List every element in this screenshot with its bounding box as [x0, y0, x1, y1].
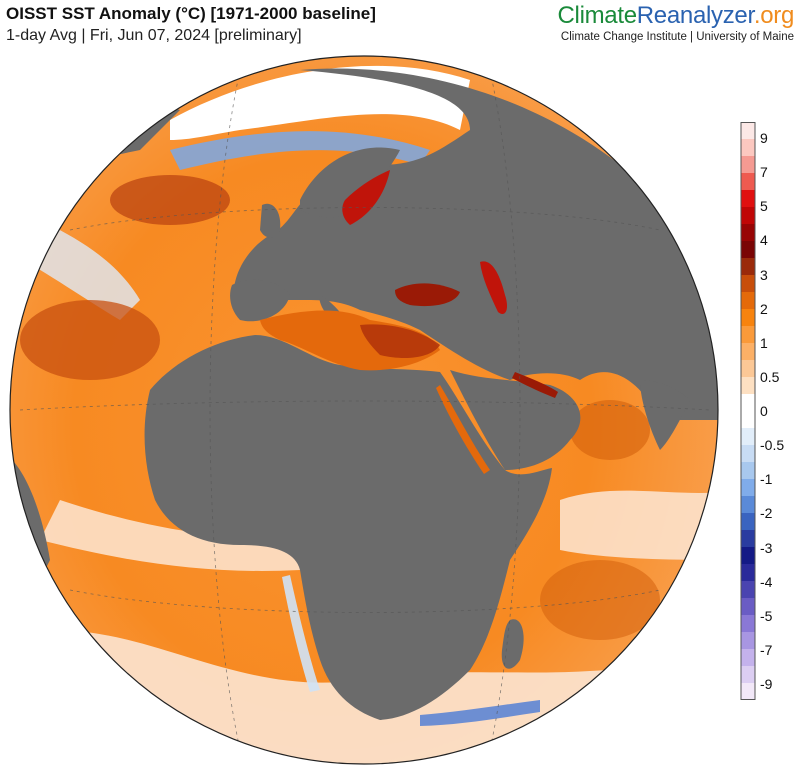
page-title: OISST SST Anomaly (°C) [1971-2000 baseli…	[6, 4, 376, 23]
colorbar-swatch	[741, 343, 755, 361]
brand-logo-part-3: .org	[753, 2, 794, 29]
colorbar-tick-label: 0	[760, 403, 768, 419]
colorbar-swatch	[741, 377, 755, 395]
benguela-cool-strip	[282, 575, 320, 692]
colorbar-border	[740, 122, 756, 700]
colorbar-swatch	[741, 513, 755, 531]
graticule	[19, 69, 711, 751]
colorbar-swatch	[741, 683, 755, 700]
colorbar-swatch	[741, 224, 755, 242]
colorbar-swatch	[741, 360, 755, 378]
colorbar-tick-label: -4	[760, 573, 773, 590]
arctic-sea-ice	[170, 65, 470, 140]
colorbar-tick-label: 5	[760, 198, 768, 215]
brand-block: ClimateReanalyzer.org Climate Change Ins…	[558, 2, 795, 43]
colorbar-tick-label: -3	[760, 539, 773, 556]
colorbar-swatch	[741, 394, 755, 412]
arabian-sea-warm-patch	[570, 400, 650, 460]
globe-outline	[9, 55, 719, 765]
barents-sea-cool-band	[170, 131, 430, 170]
colorbar-swatch	[741, 292, 755, 310]
colorbar-tick-label: 4	[760, 232, 768, 249]
colorbar-tick-label: 1	[760, 334, 768, 351]
eurasia-landmass	[234, 68, 718, 420]
caspian-sea-hot	[480, 261, 508, 315]
colorbar-tick-label: 3	[760, 266, 768, 283]
colorbar-swatch	[741, 190, 755, 208]
colorbar-swatch	[741, 411, 755, 429]
black-sea-hot	[395, 283, 460, 307]
baltic-sea-hot	[342, 170, 390, 225]
scandinavia	[300, 147, 400, 218]
persian-gulf-hot	[512, 372, 558, 398]
colorbar-swatch	[741, 241, 755, 259]
colorbar-swatch	[741, 666, 755, 684]
colorbar-swatch	[741, 326, 755, 344]
colorbar-swatch	[741, 632, 755, 650]
colorbar-tick-label: -0.5	[760, 437, 785, 454]
brand-logo-part-2: Reanalyzer	[636, 2, 754, 29]
indian-ocean-warm-patch	[540, 560, 660, 640]
colorbar-swatch	[741, 479, 755, 497]
eastern-mediterranean-hot	[360, 324, 440, 358]
colorbar-swatch	[741, 173, 755, 191]
colorbar-swatch	[741, 156, 755, 174]
colorbar-tick-label: -2	[760, 505, 773, 522]
subpolar-warm-patch	[110, 175, 230, 225]
iberia	[230, 279, 290, 322]
colorbar-swatch	[741, 530, 755, 548]
colorbar-swatch	[741, 496, 755, 514]
colorbar-tick-label: -7	[760, 641, 773, 658]
colorbar-tick-label: -9	[760, 676, 773, 692]
red-sea-warm	[436, 385, 490, 474]
colorbar-swatch	[741, 615, 755, 633]
colorbar-swatch	[741, 139, 755, 157]
north-atlantic-warm-patch	[20, 300, 160, 380]
colorbar-swatch	[741, 258, 755, 276]
colorbar-tick-label: -1	[760, 471, 773, 488]
colorbar-swatch	[741, 445, 755, 463]
colorbar-swatch	[741, 598, 755, 616]
colorbar-swatch	[741, 309, 755, 327]
colorbar-tick-label: 2	[760, 300, 768, 317]
africa	[144, 335, 553, 720]
globe-map	[9, 55, 719, 765]
equatorial-atlantic-pale-band	[40, 500, 300, 571]
colorbar-swatch	[741, 428, 755, 446]
colorbar-swatch	[741, 207, 755, 225]
colorbar-tick-label: -5	[760, 607, 773, 624]
colorbar-swatch	[741, 649, 755, 667]
colorbar-swatch	[741, 122, 755, 140]
colorbar: 9 7 5 4 3 2 1 0.5 0 -0.5 -1 -2 -3 -4 -5 -7 -9	[740, 122, 800, 700]
colorbar-tick-label: 0.5	[760, 368, 780, 385]
page-subtitle: 1-day Avg | Fri, Jun 07, 2024 [prelimina…	[6, 27, 302, 44]
india	[640, 380, 690, 450]
agulhas-cool-strip	[420, 700, 540, 726]
colorbar-swatch	[741, 547, 755, 565]
indian-ocean-pale-patch	[560, 490, 718, 560]
brand-tagline: Climate Change Institute | University of…	[560, 31, 794, 43]
brand-logo-part-1: Climate	[557, 2, 638, 29]
colorbar-swatch	[741, 275, 755, 293]
british-isles	[260, 203, 281, 238]
colorbar-swatch	[741, 462, 755, 480]
colorbar-swatch	[741, 564, 755, 582]
colorbar-tick-label: 9	[760, 130, 768, 146]
colorbar-swatch	[741, 581, 755, 599]
colorbar-tick-label: 7	[760, 164, 768, 181]
madagascar	[501, 619, 524, 669]
brand-logo[interactable]: ClimateReanalyzer.org	[558, 2, 795, 30]
